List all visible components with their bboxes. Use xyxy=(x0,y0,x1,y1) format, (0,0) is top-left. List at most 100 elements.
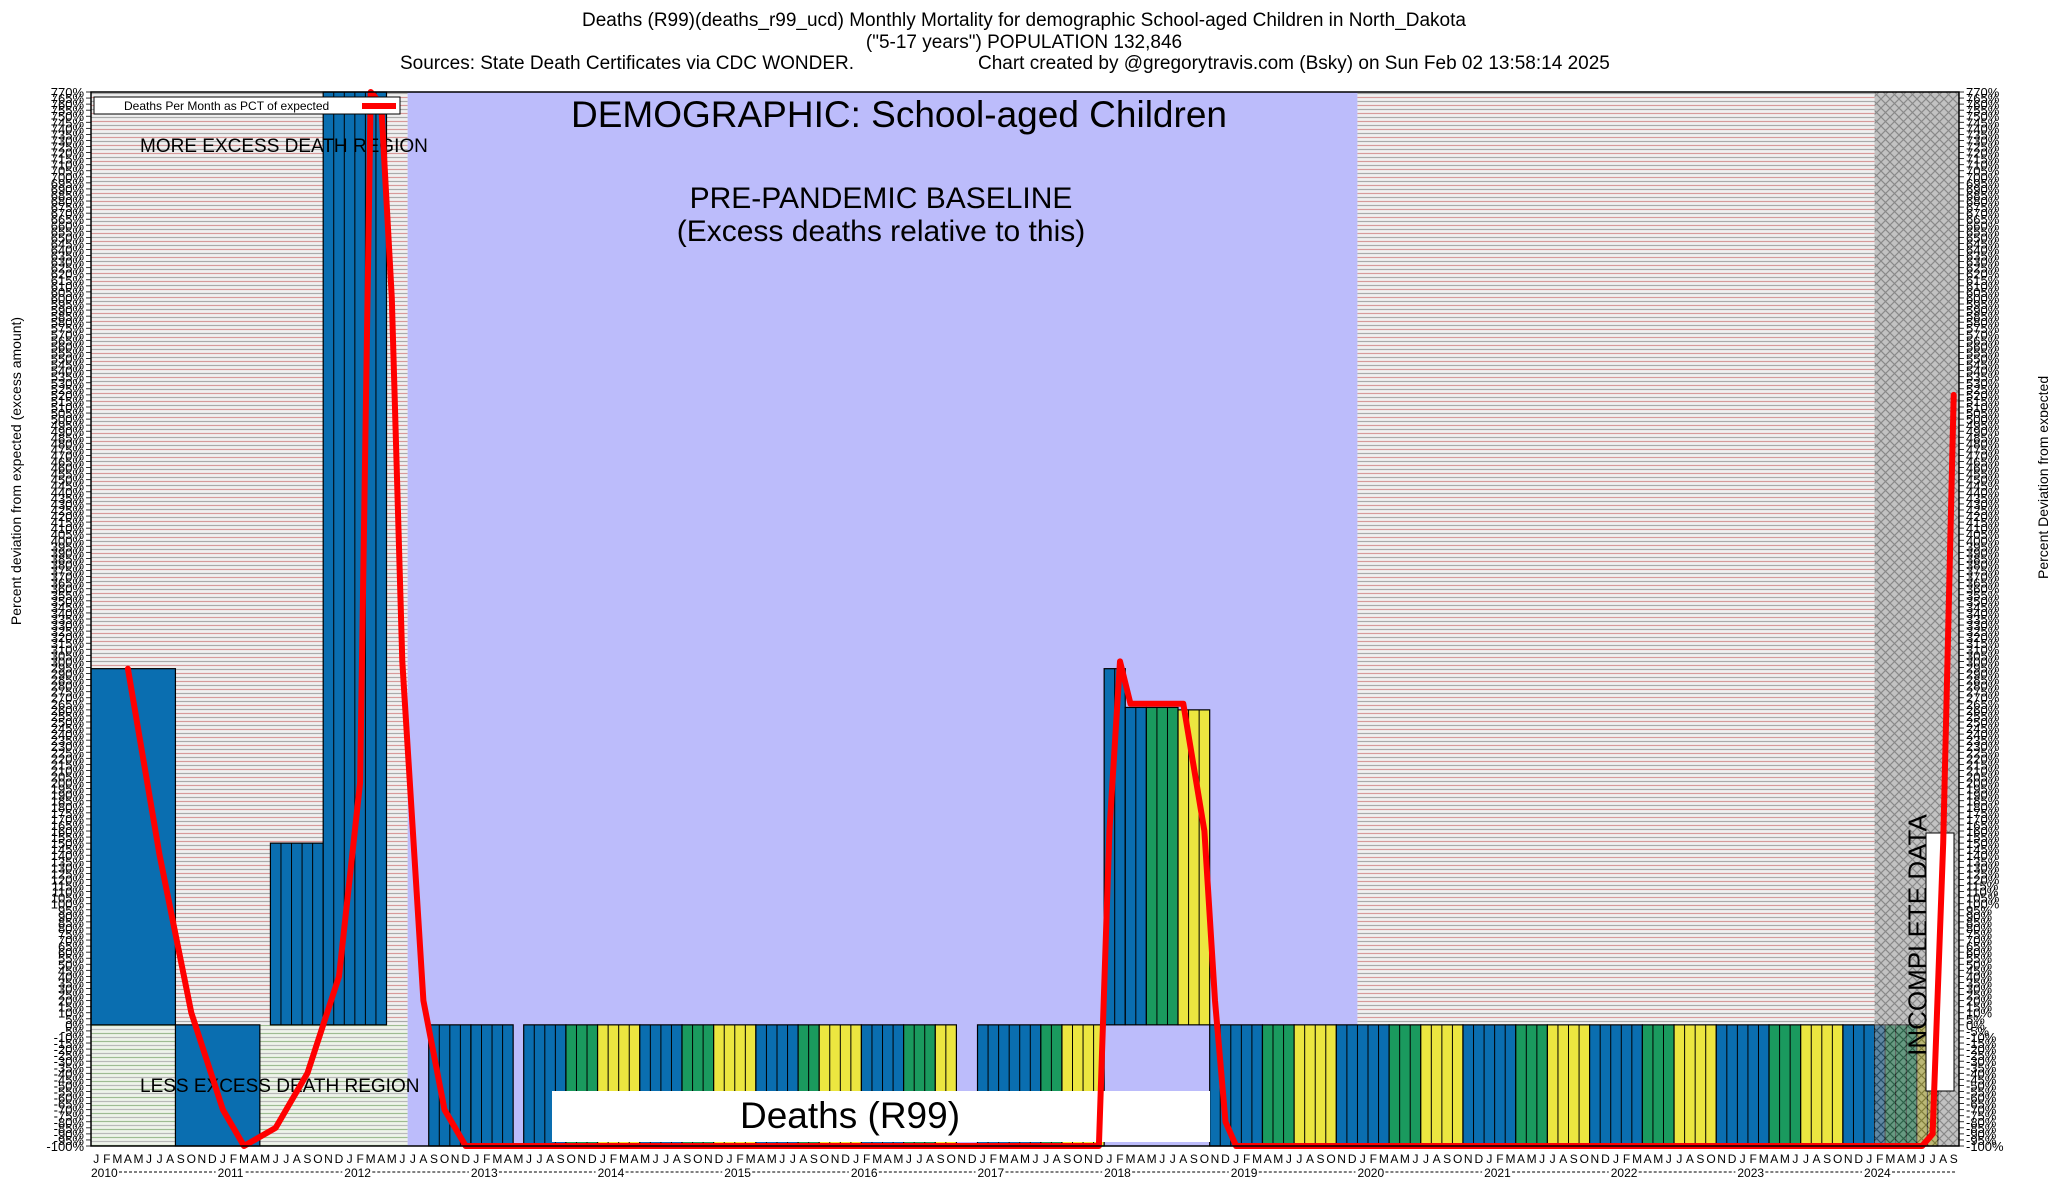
y-tick-label-left: 610% xyxy=(51,279,85,294)
y-tick-label-right: 430% xyxy=(1966,497,2000,512)
y-tick-label-left: 70% xyxy=(58,933,84,948)
y-tick-label-right: 440% xyxy=(1966,485,2000,500)
y-tick-label-left: -55% xyxy=(54,1084,85,1099)
y-tick-label-left: 10% xyxy=(58,1006,84,1021)
legend-box xyxy=(93,96,401,115)
y-tick-label-left: 435% xyxy=(51,491,85,506)
x-month-label: M xyxy=(1780,1152,1790,1166)
x-month-label: N xyxy=(577,1152,586,1166)
x-month-label: A xyxy=(1517,1152,1525,1166)
y-tick-label-left: 130% xyxy=(51,860,85,875)
y-tick-label-right: 65% xyxy=(1966,939,1992,954)
y-tick-label-left: 590% xyxy=(51,303,85,318)
y-tick-label-left: -95% xyxy=(54,1133,85,1148)
x-month-label: D xyxy=(715,1152,724,1166)
x-month-label: J xyxy=(537,1152,543,1166)
x-month-label: D xyxy=(968,1152,977,1166)
y-tick-label-right: 50% xyxy=(1966,957,1992,972)
y-tick-label-left: 670% xyxy=(51,206,85,221)
y-tick-label-right: 155% xyxy=(1966,830,2000,845)
y-tick-label-right: 765% xyxy=(1966,91,2000,106)
y-tick-label-left: 380% xyxy=(51,557,85,572)
y-tick-label-left: 630% xyxy=(51,255,85,270)
x-month-label: F xyxy=(103,1152,110,1166)
bar xyxy=(1462,1024,1517,1147)
legend-label: Deaths Per Month as PCT of expected xyxy=(124,99,329,113)
y-tick-label-left: -20% xyxy=(54,1042,85,1057)
x-month-label: S xyxy=(430,1152,438,1166)
y-tick-label-right: 610% xyxy=(1966,279,2000,294)
y-tick-label-left: 135% xyxy=(51,854,85,869)
x-month-label: J xyxy=(347,1152,353,1166)
y-tick-label-right: 135% xyxy=(1966,854,2000,869)
y-tick-label-left: 400% xyxy=(51,533,85,548)
y-tick-label-right: 320% xyxy=(1966,630,2000,645)
y-tick-label-right: 225% xyxy=(1966,745,2000,760)
x-month-label: S xyxy=(1316,1152,1324,1166)
y-tick-label-left: 705% xyxy=(51,164,85,179)
x-month-label: D xyxy=(1854,1152,1863,1166)
y-tick-label-right: 515% xyxy=(1966,394,2000,409)
y-tick-label-left: 355% xyxy=(51,588,85,603)
y-tick-label-left: 575% xyxy=(51,321,85,336)
x-month-label: F xyxy=(990,1152,997,1166)
y-tick-label-left: 285% xyxy=(51,673,85,688)
bar xyxy=(1388,1024,1422,1147)
y-tick-label-left: 115% xyxy=(52,879,85,894)
y-tick-label-left: 460% xyxy=(51,461,85,476)
y-tick-label-left: 725% xyxy=(51,140,85,155)
y-tick-label-left: 155% xyxy=(51,830,85,845)
y-tick-label-left: 235% xyxy=(51,733,85,748)
y-tick-label-left: 375% xyxy=(51,564,85,579)
x-month-label: A xyxy=(1939,1152,1947,1166)
y-tick-label-left: -50% xyxy=(54,1078,85,1093)
y-tick-label-left: 485% xyxy=(51,430,85,445)
y-tick-label-right: 705% xyxy=(1966,164,2000,179)
y-tick-label-left: 190% xyxy=(51,788,85,803)
bar xyxy=(1261,1024,1295,1147)
y-tick-label-right: 670% xyxy=(1966,206,2000,221)
x-month-label: J xyxy=(1676,1152,1682,1166)
y-tick-label-right: 625% xyxy=(1966,261,2000,276)
y-tick-label-left: -5% xyxy=(61,1024,85,1039)
y-tick-label-left: 240% xyxy=(51,727,85,742)
y-tick-label-right: 100% xyxy=(1966,897,2000,912)
y-tick-label-right: 470% xyxy=(1966,448,2000,463)
y-tick-label-right: 660% xyxy=(1966,218,2000,233)
y-tick-label-right: 495% xyxy=(1966,418,2000,433)
y-tick-label-right: 695% xyxy=(1966,176,2000,191)
x-month-label: M xyxy=(1126,1152,1136,1166)
x-month-label: F xyxy=(1116,1152,1123,1166)
incomplete-data-label: INCOMPLETE DATA xyxy=(1903,813,1933,1055)
y-tick-label-right: -80% xyxy=(1966,1115,1997,1130)
y-tick-label-right: -60% xyxy=(1966,1091,1997,1106)
x-month-label: A xyxy=(419,1152,427,1166)
y-tick-label-right: 115% xyxy=(1966,879,1999,894)
y-tick-label-right: 465% xyxy=(1966,455,2000,470)
y-tick-label-right: 405% xyxy=(1966,527,2000,542)
y-tick-label-left: -80% xyxy=(54,1115,85,1130)
y-tick-label-right: 210% xyxy=(1966,763,2000,778)
y-tick-label-right: 565% xyxy=(1966,333,2000,348)
y-tick-label-right: 60% xyxy=(1966,945,1992,960)
y-tick-label-left: 765% xyxy=(51,91,85,106)
y-tick-label-left: 740% xyxy=(51,121,85,136)
y-tick-label-left: 455% xyxy=(51,467,85,482)
y-tick-label-left: -90% xyxy=(54,1127,85,1142)
y-tick-label-left: 550% xyxy=(51,352,85,367)
y-tick-label-right: 500% xyxy=(1966,412,2000,427)
y-tick-label-left: 700% xyxy=(51,170,85,185)
y-tick-label-right: 675% xyxy=(1966,200,2000,215)
y-tick-label-right: 555% xyxy=(1966,345,2000,360)
x-month-label: J xyxy=(1613,1152,1619,1166)
y-tick-label-left: 770% xyxy=(51,85,85,100)
x-month-label: F xyxy=(1750,1152,1757,1166)
y-tick-label-left: 360% xyxy=(51,582,85,597)
x-month-label: J xyxy=(653,1152,659,1166)
x-month-label: N xyxy=(1717,1152,1726,1166)
y-tick-label-left: 420% xyxy=(51,509,85,524)
x-month-label: M xyxy=(872,1152,882,1166)
x-month-label: J xyxy=(1930,1152,1936,1166)
y-tick-label-left: 655% xyxy=(51,224,85,239)
y-tick-label-right: 525% xyxy=(1966,382,2000,397)
